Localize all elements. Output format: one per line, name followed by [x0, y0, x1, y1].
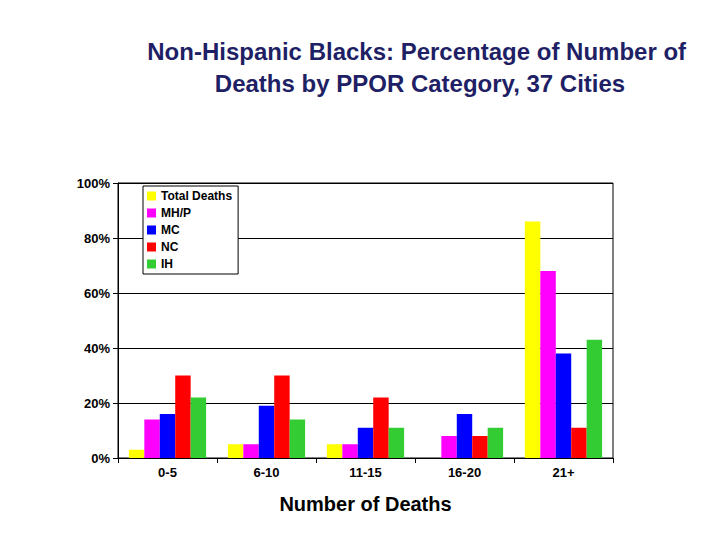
- svg-text:60%: 60%: [84, 286, 110, 301]
- svg-text:NC: NC: [161, 240, 179, 254]
- svg-text:Number of Deaths: Number of Deaths: [279, 493, 451, 515]
- svg-text:0%: 0%: [91, 451, 110, 466]
- svg-text:Non-Hispanic Blacks: Percentag: Non-Hispanic Blacks: Percentage of Numbe…: [147, 38, 692, 65]
- svg-text:Deaths by PPOR Category, 37 Ci: Deaths by PPOR Category, 37 Cities: [215, 70, 625, 97]
- svg-text:0-5: 0-5: [158, 465, 177, 480]
- svg-text:40%: 40%: [84, 341, 110, 356]
- svg-text:100%: 100%: [77, 176, 111, 191]
- svg-text:16-20: 16-20: [448, 465, 481, 480]
- svg-text:80%: 80%: [84, 231, 110, 246]
- svg-text:21+: 21+: [552, 465, 574, 480]
- svg-text:6-10: 6-10: [253, 465, 279, 480]
- svg-text:MH/P: MH/P: [161, 206, 191, 220]
- svg-text:Total Deaths: Total Deaths: [161, 189, 232, 203]
- svg-text:IH: IH: [161, 257, 173, 271]
- svg-text:20%: 20%: [84, 396, 110, 411]
- svg-text:MC: MC: [161, 223, 180, 237]
- svg-text:11-15: 11-15: [349, 465, 382, 480]
